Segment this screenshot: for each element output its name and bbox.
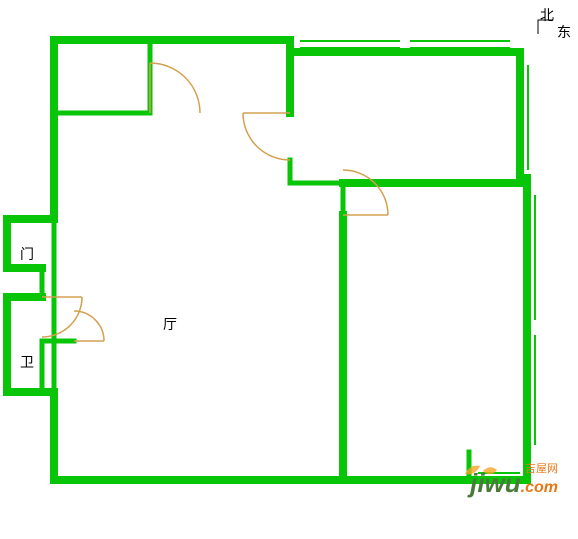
label-door: 门: [20, 244, 34, 264]
windows: [300, 41, 535, 480]
compass-north: 北: [540, 5, 554, 25]
label-bathroom: 卫: [20, 352, 34, 372]
leaf-icon: [455, 456, 505, 481]
watermark: 吉屋网 jiwu.com: [470, 468, 558, 499]
walls: [7, 40, 527, 480]
label-hall: 厅: [163, 314, 177, 334]
watermark-suffix: .com: [521, 479, 558, 496]
door-arcs: [42, 63, 388, 341]
watermark-cn: 吉屋网: [525, 460, 558, 476]
compass-east: 东: [557, 22, 571, 42]
